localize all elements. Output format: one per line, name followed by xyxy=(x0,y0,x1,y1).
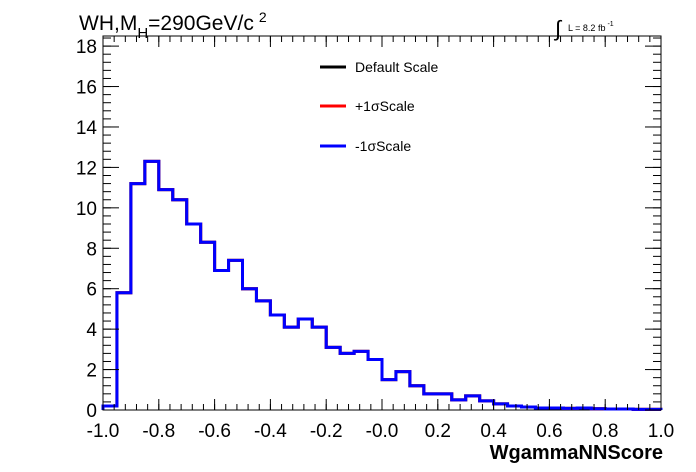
y-tick-label: 14 xyxy=(76,118,98,139)
series-line-2 xyxy=(101,159,663,411)
title-superscript: 2 xyxy=(259,9,267,25)
title-rest: =290GeV/c xyxy=(148,12,254,35)
x-tick-label: -0.6 xyxy=(198,421,231,442)
y-tick-label: 2 xyxy=(86,361,97,382)
y-tick-label: 0 xyxy=(86,401,97,422)
x-axis-label: WgammaNNScore xyxy=(490,442,663,464)
x-tick-label: 1.0 xyxy=(648,421,674,442)
x-tick-label: 0.2 xyxy=(425,421,451,442)
y-tick-label: 6 xyxy=(86,280,97,301)
integral-symbol: ∫ xyxy=(553,16,563,41)
y-tick-label: 4 xyxy=(86,320,97,341)
series-layer xyxy=(101,159,663,411)
title-subscript: H xyxy=(137,25,148,42)
title-main: WH,M xyxy=(79,12,137,35)
luminosity-exponent: -1 xyxy=(607,21,613,28)
x-tick-label: 0.8 xyxy=(592,421,618,442)
y-tick-label: 10 xyxy=(76,199,97,220)
x-tick-label: -0.0 xyxy=(366,421,399,442)
chart-title: WH,MH=290GeV/c 2 xyxy=(79,9,267,42)
x-tick-label: 0.6 xyxy=(536,421,562,442)
x-tick-label: -0.4 xyxy=(254,421,287,442)
y-tick-label: 8 xyxy=(86,239,97,260)
legend-label-default: Default Scale xyxy=(355,59,438,75)
y-tick-label: 18 xyxy=(76,37,97,58)
x-tick-label: 0.4 xyxy=(480,421,507,442)
y-tick-label: 16 xyxy=(76,78,97,99)
luminosity-text: L = 8.2 fb xyxy=(568,23,605,33)
legend-label-minus1sigma: -1σScale xyxy=(355,138,411,154)
axes-layer: -1.0 -0.8 -0.6 -0.4 -0.2 -0.0 0.2 0.4 0.6 0.8 1.0 0… xyxy=(76,36,674,442)
luminosity-label: ∫ L = 8.2 fb -1 xyxy=(553,16,614,41)
legend: Default Scale +1σScale -1σScale xyxy=(320,59,438,154)
x-tick-label: -0.2 xyxy=(310,421,343,442)
legend-label-plus1sigma: +1σScale xyxy=(355,98,415,114)
x-tick-label: -1.0 xyxy=(87,421,120,442)
x-tick-label: -0.8 xyxy=(142,421,175,442)
svg-text:L = 8.2 fb-1: L = 8.2 fb -1 xyxy=(568,21,614,33)
y-tick-label: 12 xyxy=(76,158,97,179)
